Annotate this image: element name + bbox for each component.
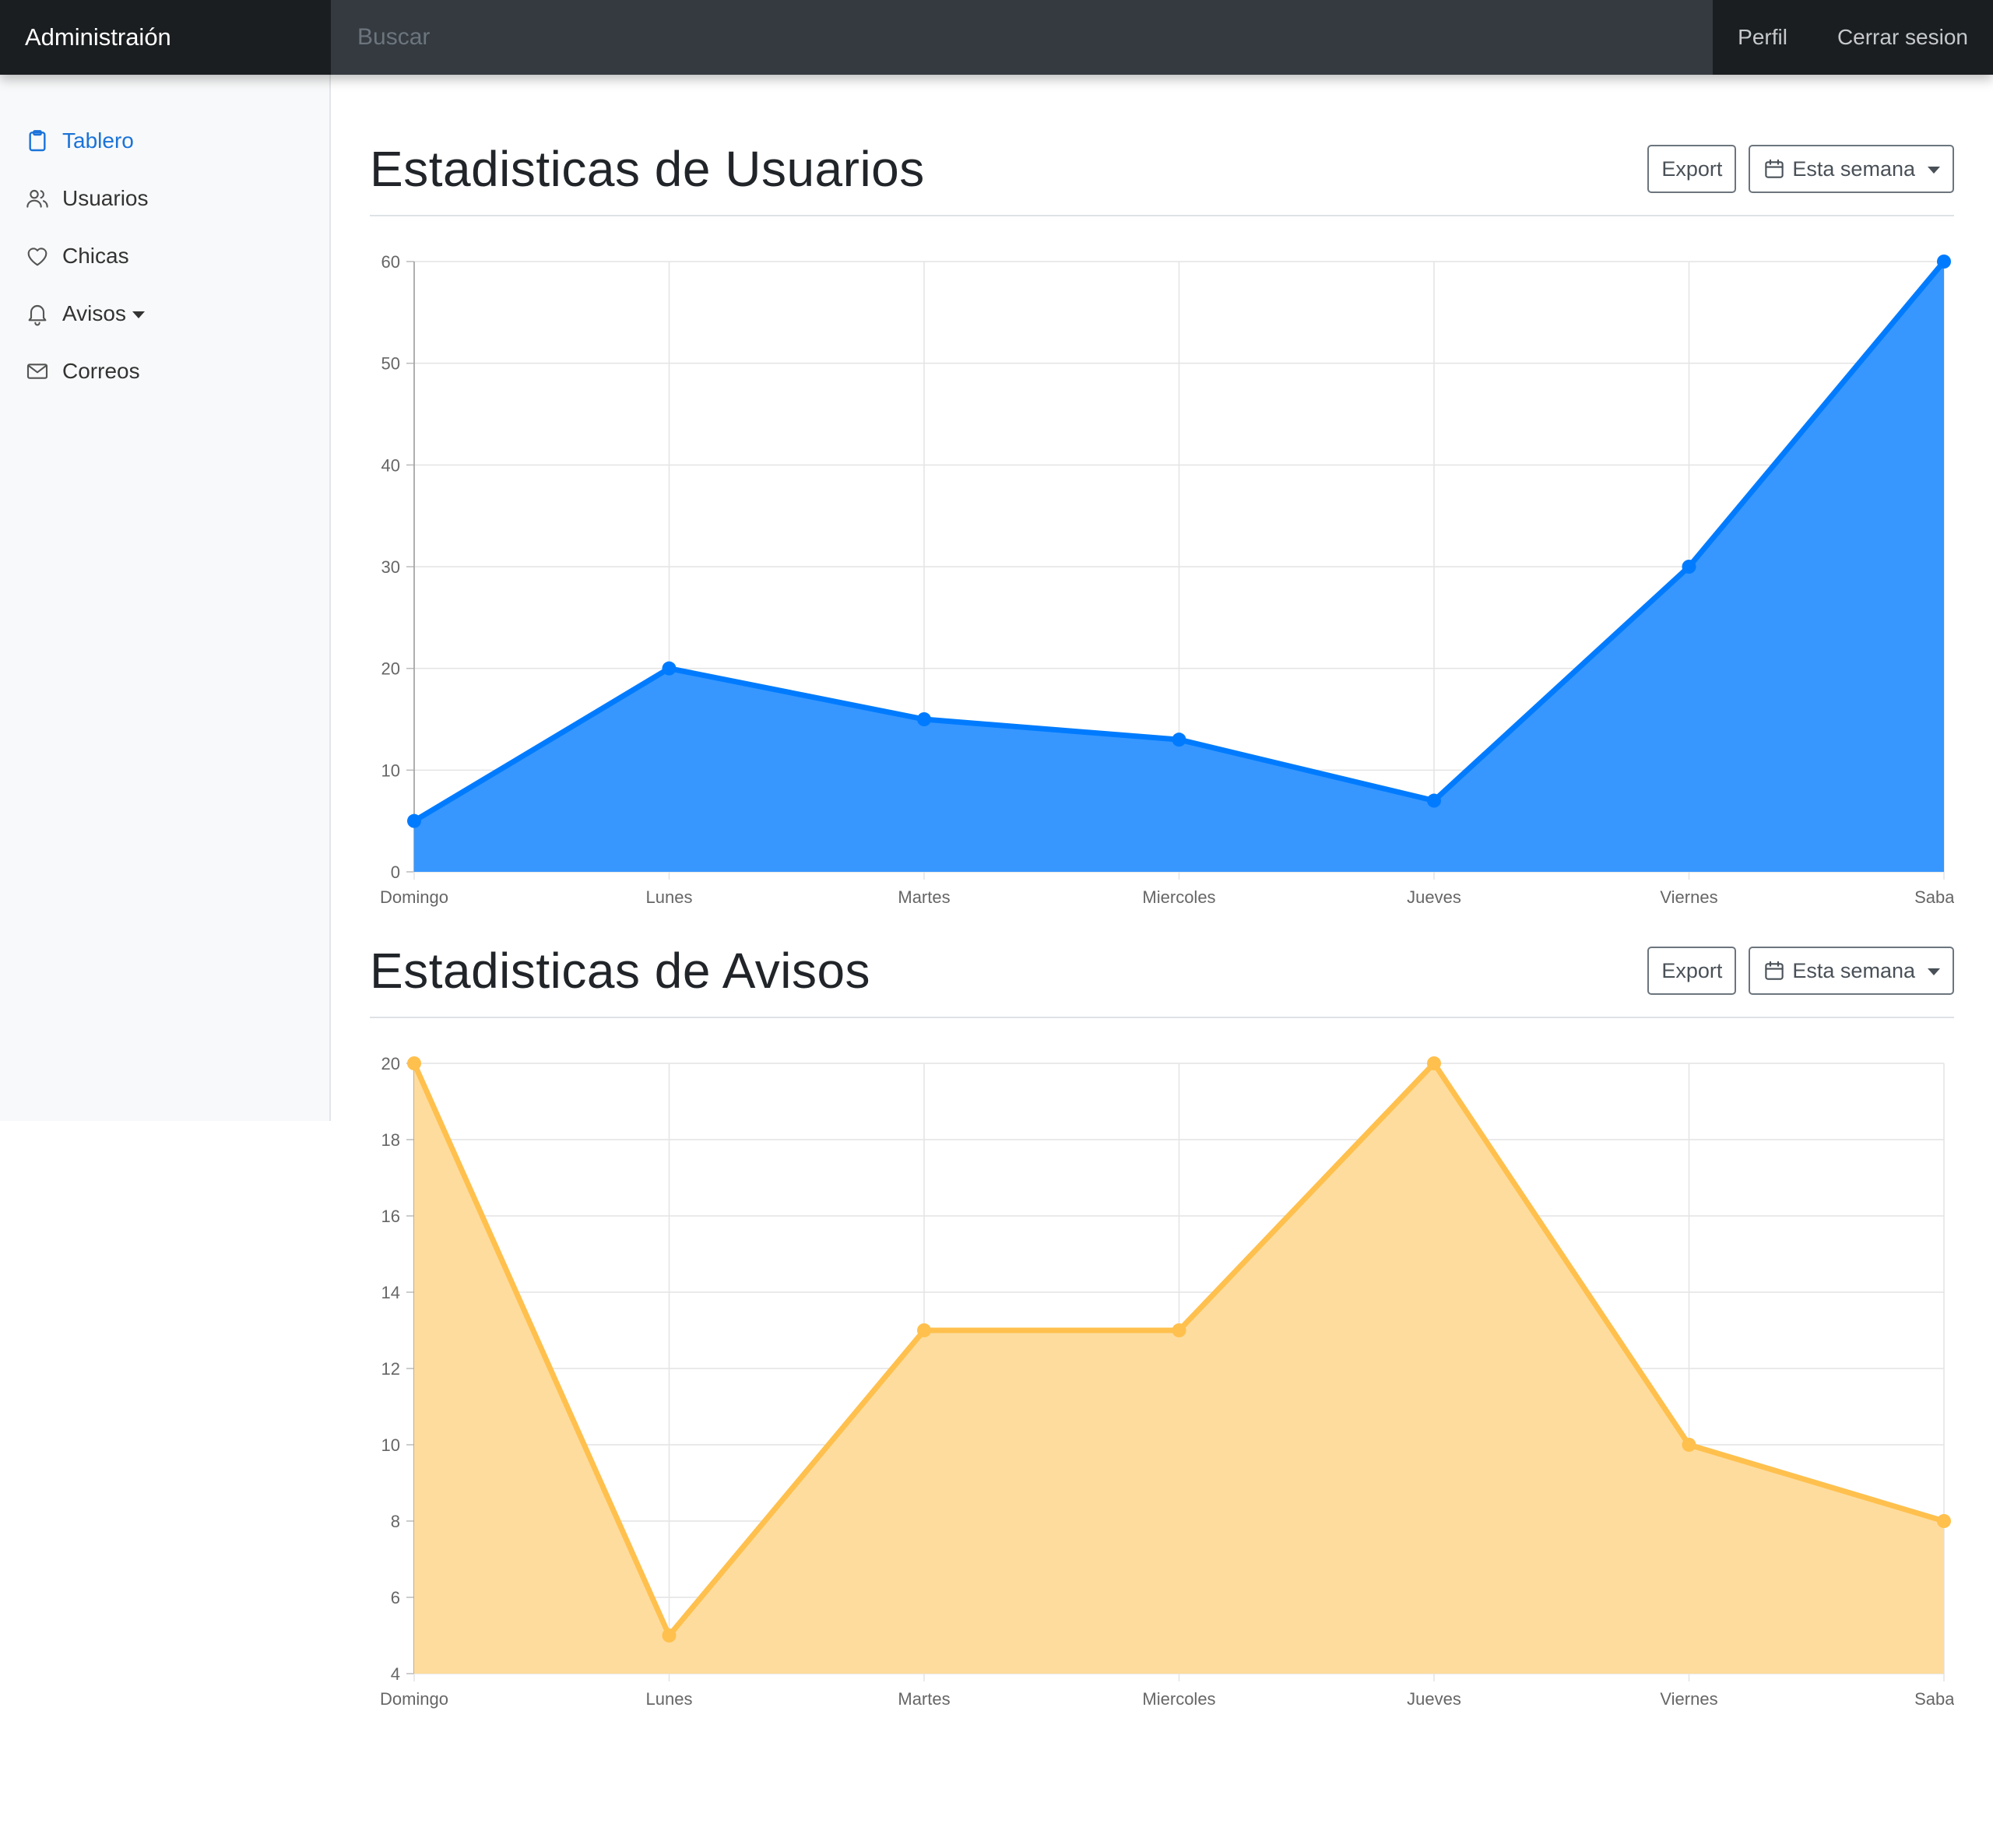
users-tick-label-y: 60: [381, 252, 400, 272]
date-range-dropdown[interactable]: Esta semana: [1749, 947, 1954, 995]
users-data-point[interactable]: [407, 813, 421, 828]
users-data-point[interactable]: [662, 661, 677, 676]
sidebar-item-label: Tablero: [62, 128, 134, 153]
heart-icon: [27, 248, 47, 266]
users-tick-label-x: Martes: [898, 887, 950, 907]
avisos-tick-label-x: Martes: [898, 1689, 950, 1709]
avisos-tick-label-x: Domingo: [380, 1689, 448, 1709]
avisos-tick-label-y: 4: [391, 1664, 400, 1684]
users-tick-label-y: 40: [381, 455, 400, 475]
avisos-tick-label-x: Lunes: [646, 1689, 693, 1709]
search-input[interactable]: [357, 24, 1714, 51]
sidebar-item-usuarios[interactable]: Usuarios: [0, 170, 329, 227]
users-chart: 0 10 20 30 40 50 60 Domingo Lunes Martes Miercoles…: [380, 252, 1954, 907]
avisos-data-point[interactable]: [1427, 1056, 1441, 1070]
users-tick-label-y: 10: [381, 761, 400, 780]
sidebar: Tablero Usuarios Chicas Avisos Correos: [0, 75, 331, 1121]
avisos-tick-label-y: 20: [381, 1054, 400, 1073]
users-data-point[interactable]: [1682, 560, 1696, 574]
users-tick-label-y: 20: [381, 659, 400, 679]
top-navbar: Administraión Perfil Cerrar sesion: [0, 0, 1993, 75]
avisos-data-point[interactable]: [917, 1323, 931, 1337]
users-tick-label-x: Domingo: [380, 887, 448, 907]
users-tick-label-y: 30: [381, 557, 400, 577]
date-range-label: Esta semana: [1792, 156, 1915, 181]
sidebar-item-label: Chicas: [62, 244, 129, 268]
sidebar-item-avisos[interactable]: Avisos: [0, 285, 329, 343]
chevron-down-icon: [132, 311, 145, 318]
users-section-header: Estadisticas de Usuarios Export Esta sem…: [370, 131, 1954, 216]
avisos-chart: 4 6 8 10 12 14 16 18 20 Domingo Lunes Martes Miercol…: [380, 1054, 1954, 1709]
users-data-point[interactable]: [1172, 733, 1186, 747]
users-data-point[interactable]: [917, 712, 931, 726]
section-title: Estadisticas de Avisos: [370, 943, 871, 999]
date-range-label: Esta semana: [1792, 958, 1915, 982]
users-tick-label-x: Lunes: [646, 887, 693, 907]
date-range-dropdown[interactable]: Esta semana: [1749, 145, 1954, 193]
sidebar-item-label: Correos: [62, 359, 140, 383]
users-data-point[interactable]: [1937, 255, 1951, 269]
calendar-icon: [1765, 159, 1784, 178]
mail-icon: [26, 364, 48, 379]
avisos-tick-label-x: Viernes: [1660, 1689, 1717, 1709]
users-tick-label-x: Miercoles: [1142, 887, 1215, 907]
avisos-tick-label-y: 14: [381, 1283, 400, 1302]
sidebar-item-chicas[interactable]: Chicas: [0, 227, 329, 285]
sidebar-item-correos[interactable]: Correos: [0, 343, 329, 400]
users-tick-label-x: Sabado: [1914, 887, 1954, 907]
avisos-tick-label-x: Jueves: [1407, 1689, 1461, 1709]
avisos-data-point[interactable]: [1172, 1323, 1186, 1337]
avisos-data-point[interactable]: [662, 1628, 677, 1642]
bell-icon: [28, 305, 47, 326]
brand-title[interactable]: Administraión: [0, 0, 331, 75]
avisos-data-point[interactable]: [1937, 1514, 1951, 1528]
avisos-tick-label-y: 6: [391, 1588, 400, 1607]
export-button[interactable]: Export: [1647, 145, 1737, 193]
chevron-down-icon: [1928, 166, 1940, 174]
avisos-tick-label-y: 16: [381, 1207, 400, 1226]
profile-link[interactable]: Perfil: [1738, 25, 1787, 49]
avisos-section-header: Estadisticas de Avisos Export Esta seman…: [370, 933, 1954, 1018]
avisos-tick-label-y: 18: [381, 1130, 400, 1150]
avisos-tick-label-y: 10: [381, 1435, 400, 1455]
avisos-data-point[interactable]: [407, 1056, 421, 1070]
search-area: [331, 0, 1714, 75]
avisos-tick-label-x: Sabado: [1914, 1689, 1954, 1709]
users-tick-label-y: 50: [381, 354, 400, 374]
clipboard-icon: [29, 130, 46, 152]
users-area: [414, 262, 1944, 872]
main-content: Estadisticas de Usuarios Export Esta sem…: [370, 75, 1954, 1734]
users-icon: [26, 189, 48, 208]
users-tick-label-x: Jueves: [1407, 887, 1461, 907]
avisos-actions: Export Esta semana: [1647, 947, 1954, 995]
avisos-area: [414, 1063, 1944, 1674]
navbar-links: Perfil Cerrar sesion: [1713, 0, 1993, 75]
export-button[interactable]: Export: [1647, 947, 1737, 995]
avisos-tick-label-y: 8: [391, 1512, 400, 1531]
users-tick-label-x: Viernes: [1660, 887, 1717, 907]
page-title: Estadisticas de Usuarios: [370, 141, 925, 197]
sidebar-item-label: Avisos: [62, 301, 126, 325]
avisos-tick-label-y: 12: [381, 1359, 400, 1379]
sidebar-item-tablero[interactable]: Tablero: [0, 112, 329, 170]
calendar-icon: [1765, 961, 1784, 980]
sidebar-item-label: Usuarios: [62, 186, 149, 210]
avisos-tick-label-x: Miercoles: [1142, 1689, 1215, 1709]
logout-link[interactable]: Cerrar sesion: [1837, 25, 1968, 49]
avisos-data-point[interactable]: [1682, 1438, 1696, 1452]
users-actions: Export Esta semana: [1647, 145, 1954, 193]
users-data-point[interactable]: [1427, 793, 1441, 808]
chevron-down-icon: [1928, 968, 1940, 975]
users-tick-label-y: 0: [391, 863, 400, 882]
